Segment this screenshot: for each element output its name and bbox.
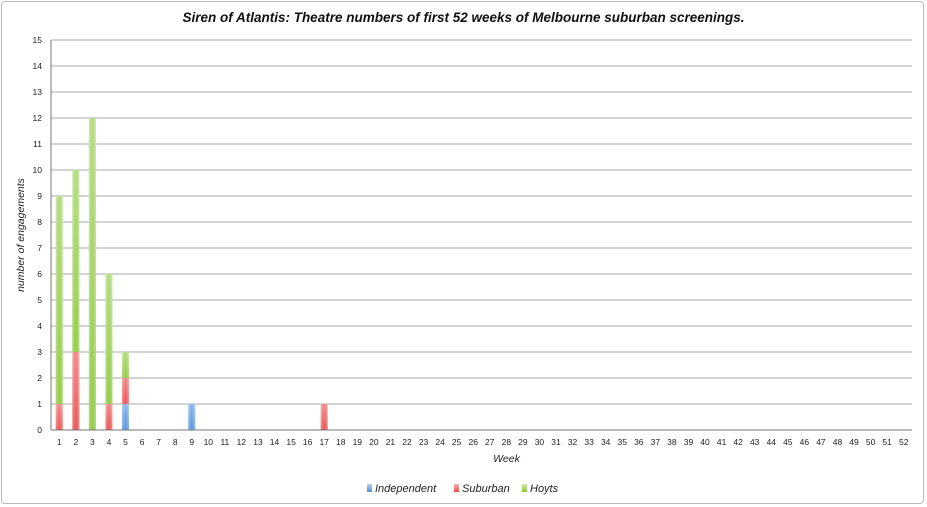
x-tick-label: 24	[435, 437, 445, 447]
y-tick-label: 7	[37, 243, 42, 253]
bar-shading	[88, 118, 96, 430]
x-tick-label: 9	[189, 437, 194, 447]
gridlines	[51, 39, 912, 431]
x-tick-label: 3	[90, 437, 95, 447]
y-tick-label: 13	[33, 87, 43, 97]
x-tick-label: 47	[816, 437, 826, 447]
y-tick-label: 6	[37, 269, 42, 279]
x-tick-label: 22	[402, 437, 412, 447]
y-tick-label: 3	[37, 347, 42, 357]
x-tick-label: 14	[270, 437, 280, 447]
x-tick-label: 35	[618, 437, 628, 447]
x-tick-label: 19	[353, 437, 363, 447]
x-tick-label: 30	[535, 437, 545, 447]
x-tick-label: 13	[253, 437, 263, 447]
x-tick-label: 2	[73, 437, 78, 447]
bars	[55, 118, 328, 430]
x-tick-label: 41	[717, 437, 727, 447]
x-tick-label: 10	[204, 437, 214, 447]
x-tick-label: 48	[833, 437, 843, 447]
y-tick-label: 0	[37, 425, 42, 435]
x-tick-label: 36	[634, 437, 644, 447]
bar-shading	[320, 404, 328, 430]
bar-shading	[55, 404, 63, 430]
x-tick-label: 17	[319, 437, 329, 447]
legend-swatch-suburban	[454, 484, 459, 492]
x-tick-label: 6	[140, 437, 145, 447]
x-tick-label: 31	[551, 437, 561, 447]
x-tick-label: 45	[783, 437, 793, 447]
x-tick-label: 8	[173, 437, 178, 447]
x-tick-label: 4	[107, 437, 112, 447]
bar-shading	[105, 404, 113, 430]
bar-shading	[55, 196, 63, 404]
bar-shading	[188, 404, 196, 430]
legend-label-independent: Independent	[375, 483, 437, 495]
y-tick-label: 9	[37, 191, 42, 201]
x-tick-label: 33	[584, 437, 594, 447]
x-tick-label: 25	[452, 437, 462, 447]
bar-shading	[122, 352, 130, 378]
bar-shading	[122, 378, 130, 404]
y-tick-label: 12	[33, 113, 43, 123]
x-tick-label: 28	[502, 437, 512, 447]
y-tick-label: 8	[37, 217, 42, 227]
x-axis-label: Week	[493, 453, 520, 465]
bar-shading	[122, 404, 130, 430]
x-tick-label: 34	[601, 437, 611, 447]
x-tick-label: 20	[369, 437, 379, 447]
x-tick-label: 21	[386, 437, 396, 447]
x-tick-label: 42	[733, 437, 743, 447]
chart-title: Siren of Atlantis: Theatre numbers of fi…	[182, 10, 745, 25]
x-tick-label: 51	[882, 437, 892, 447]
y-tick-label: 2	[37, 373, 42, 383]
x-tick-label: 26	[468, 437, 478, 447]
x-tick-label: 50	[866, 437, 876, 447]
legend-label-hoyts: Hoyts	[530, 483, 559, 495]
legend-swatch-hoyts	[522, 484, 527, 492]
bar-shading	[72, 170, 80, 352]
x-tick-label: 15	[286, 437, 296, 447]
legend-label-suburban: Suburban	[462, 483, 510, 495]
y-tick-label: 11	[33, 139, 42, 149]
x-tick-label: 7	[156, 437, 161, 447]
y-axis-label: number of engagements	[15, 177, 27, 292]
x-tick-label: 11	[220, 437, 229, 447]
bar-shading	[72, 352, 80, 430]
x-tick-label: 43	[750, 437, 760, 447]
y-tick-label: 5	[37, 295, 42, 305]
y-tick-label: 4	[37, 321, 42, 331]
bar-shading	[105, 274, 113, 404]
y-tick-label: 10	[33, 165, 43, 175]
x-tick-label: 29	[518, 437, 528, 447]
x-tick-label: 16	[303, 437, 313, 447]
x-tick-label: 38	[667, 437, 677, 447]
x-tick-label: 49	[849, 437, 859, 447]
x-tick-label: 18	[336, 437, 346, 447]
x-tick-label: 27	[485, 437, 495, 447]
x-tick-label: 37	[651, 437, 661, 447]
x-tick-label: 5	[123, 437, 128, 447]
x-tick-label: 39	[684, 437, 694, 447]
x-tick-label: 32	[568, 437, 578, 447]
x-tick-label: 52	[899, 437, 909, 447]
x-tick-label: 46	[800, 437, 810, 447]
x-tick-label: 23	[419, 437, 429, 447]
x-tick-label: 12	[237, 437, 247, 447]
x-tick-label: 1	[57, 437, 62, 447]
y-tick-label: 15	[33, 35, 43, 45]
y-tick-label: 1	[37, 399, 42, 409]
x-tick-label: 44	[767, 437, 777, 447]
y-tick-label: 14	[33, 61, 43, 71]
x-tick-label: 40	[700, 437, 710, 447]
legend: Independent Suburban Hoyts	[367, 483, 559, 495]
legend-swatch-independent	[367, 484, 372, 492]
